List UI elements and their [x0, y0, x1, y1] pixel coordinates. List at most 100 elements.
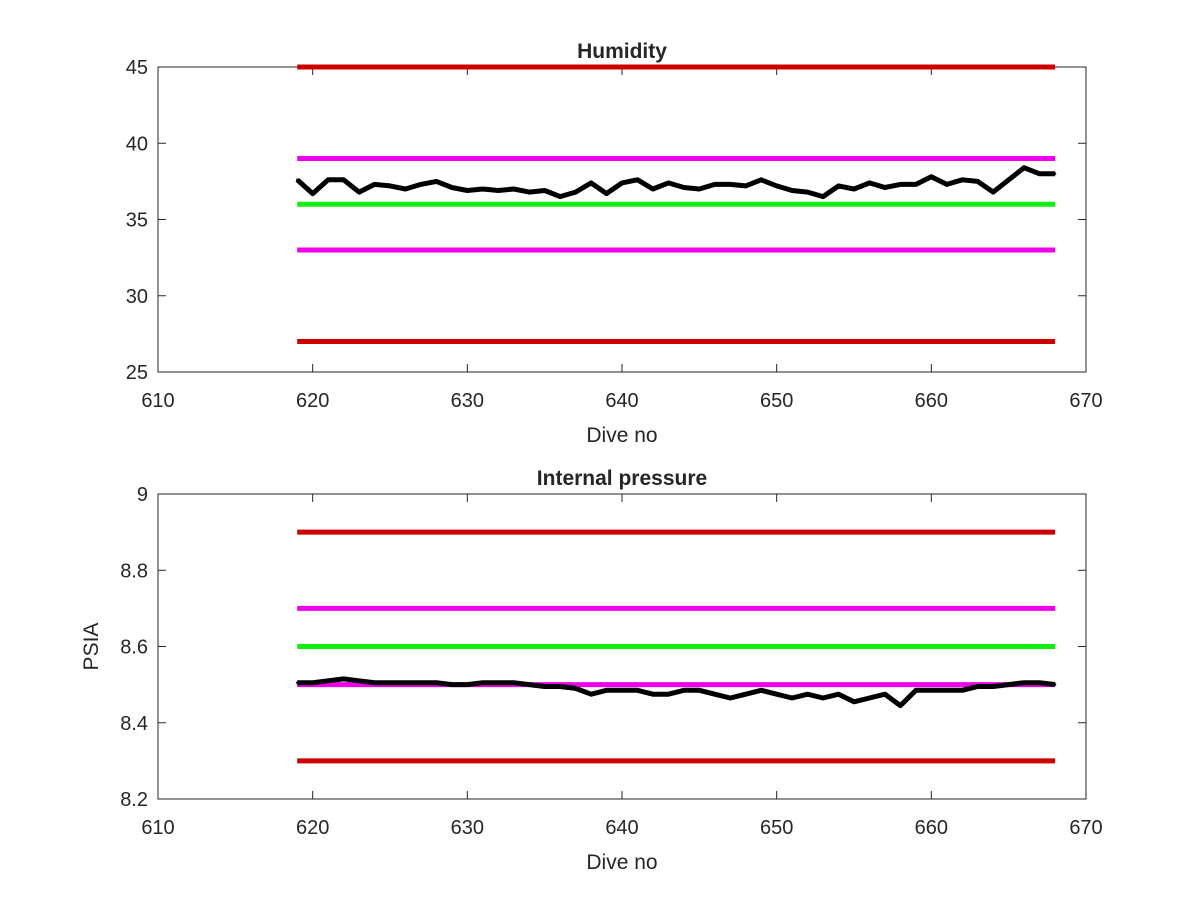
internal-pressure-panel: 610 620 630 640 650 660 670 8.2 8.4 8.6 8.8 9 Intern… — [80, 467, 1103, 874]
data-point — [528, 683, 531, 686]
data-point — [450, 683, 454, 686]
data-point — [760, 178, 763, 182]
data-point — [357, 679, 361, 683]
y-tick-label: 45 — [126, 57, 148, 79]
data-point — [342, 178, 345, 182]
x-tick-label: 660 — [915, 390, 948, 412]
data-point — [404, 187, 407, 191]
data-point — [790, 189, 794, 192]
data-point — [775, 692, 778, 696]
data-point — [311, 681, 314, 684]
data-point — [868, 696, 871, 700]
data-point — [620, 689, 624, 692]
y-tick-label: 40 — [126, 133, 148, 155]
data-series-line — [295, 165, 1056, 200]
data-point — [528, 190, 531, 194]
data-point — [713, 183, 716, 186]
data-point — [497, 681, 500, 684]
x-tick-label: 630 — [451, 817, 484, 839]
x-tick-label: 650 — [760, 817, 793, 839]
y-tick-label: 8.2 — [120, 789, 148, 811]
data-point — [729, 183, 732, 186]
data-point — [558, 195, 562, 198]
data-point — [930, 689, 933, 692]
data-point — [852, 187, 856, 191]
data-point — [790, 696, 794, 700]
data-point — [1007, 683, 1010, 686]
data-point — [589, 692, 593, 696]
x-axis-label: Dive no — [586, 424, 657, 447]
data-point — [992, 685, 995, 688]
data-point — [883, 692, 887, 696]
data-point — [1022, 166, 1026, 169]
data-point — [651, 692, 655, 696]
data-point — [342, 677, 345, 681]
y-tick-label: 25 — [126, 362, 148, 384]
chart-title: Internal pressure — [537, 467, 707, 490]
data-point — [543, 685, 546, 688]
data-point — [404, 681, 407, 684]
data-point — [837, 184, 840, 188]
data-point — [667, 692, 670, 696]
data-point — [682, 186, 686, 189]
data-point — [914, 689, 918, 692]
data-point — [930, 175, 933, 178]
data-point — [852, 700, 856, 703]
data-point — [1053, 683, 1057, 686]
data-point — [435, 681, 438, 684]
data-point — [667, 181, 670, 185]
humidity-panel: 610 620 630 640 650 660 670 25 30 35 40 45 Humidity D… — [126, 40, 1103, 447]
x-tick-label: 640 — [605, 390, 638, 412]
x-axis-label: Dive no — [586, 851, 657, 874]
data-point — [760, 689, 763, 692]
y-tick-label: 8.6 — [120, 637, 148, 659]
data-point — [419, 681, 423, 684]
x-tick-label: 670 — [1069, 817, 1102, 839]
chart-title: Humidity — [577, 40, 667, 63]
data-point — [605, 192, 608, 195]
data-point — [821, 696, 825, 700]
y-tick-label: 8.8 — [120, 560, 148, 582]
data-point — [868, 181, 871, 185]
data-point — [744, 692, 747, 696]
x-tick-label: 620 — [296, 390, 329, 412]
data-point — [976, 685, 979, 688]
data-point — [1053, 172, 1057, 175]
data-point — [296, 178, 299, 182]
x-tick-label: 620 — [296, 817, 329, 839]
data-point — [729, 696, 732, 700]
x-tick-label: 640 — [605, 817, 638, 839]
data-point — [961, 178, 964, 182]
data-point — [775, 184, 778, 188]
data-point — [620, 181, 624, 185]
data-point — [1007, 178, 1010, 182]
data-point — [806, 692, 809, 696]
data-point — [373, 183, 376, 186]
data-point — [636, 689, 639, 692]
data-point — [512, 681, 515, 684]
data-point — [435, 180, 438, 183]
data-point — [326, 679, 330, 683]
data-point — [296, 681, 299, 684]
y-tick-label: 8.4 — [120, 713, 148, 735]
data-point — [698, 689, 701, 692]
data-point — [698, 187, 701, 191]
data-point — [419, 183, 423, 186]
data-point — [821, 195, 825, 198]
data-point — [466, 189, 469, 192]
data-point — [311, 192, 314, 195]
data-point — [357, 190, 361, 194]
data-point — [713, 692, 716, 696]
x-tick-label: 670 — [1069, 390, 1102, 412]
data-point — [326, 178, 330, 182]
x-tick-label: 630 — [451, 390, 484, 412]
data-point — [837, 692, 840, 696]
data-point — [899, 183, 902, 186]
data-point — [883, 186, 887, 189]
data-point — [481, 187, 484, 191]
data-point — [992, 190, 995, 194]
y-tick-label: 35 — [126, 210, 148, 232]
data-point — [961, 689, 964, 692]
x-tick-label: 610 — [141, 817, 174, 839]
